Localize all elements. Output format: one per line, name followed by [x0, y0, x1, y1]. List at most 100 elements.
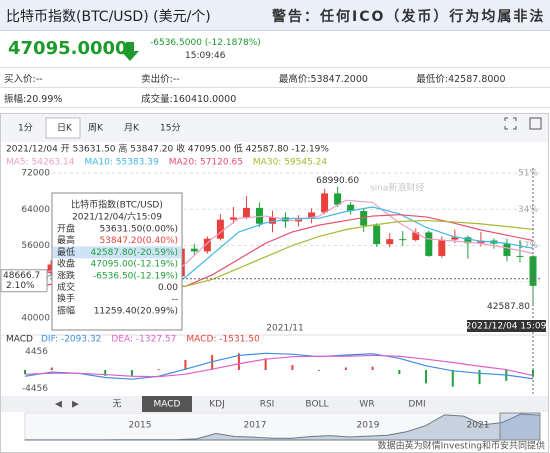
- macd-tick-label: 4456: [25, 347, 48, 357]
- stat: [412, 87, 550, 108]
- chart-panel: 1分 日K 周K 月K 15分 2021/12/04 开 53631.50 高 53847…: [0, 113, 549, 453]
- tooltip-value: --: [172, 295, 179, 305]
- macd-legend: DIF: -2093.32: [41, 335, 101, 345]
- tooltip-key: 振幅: [57, 304, 75, 316]
- indicator-tab[interactable]: 无: [112, 399, 121, 410]
- tooltip-key: 换手: [57, 293, 75, 305]
- indicator-tab[interactable]: KDJ: [209, 400, 225, 410]
- candle-body: [255, 207, 263, 224]
- prev[interactable]: ◀: [55, 400, 62, 410]
- tooltip-value: 42587.80(-20.59%): [90, 248, 178, 258]
- candle-body: [268, 217, 276, 224]
- tooltip-value: 53847.20(0.40%): [99, 236, 178, 246]
- candle-body: [516, 255, 524, 257]
- tab-strip: [1, 114, 548, 142]
- macd-legend: MACD: -1531.50: [186, 335, 260, 345]
- tooltip-key: 收盘: [57, 258, 75, 270]
- candle-body: [334, 193, 342, 205]
- y2-tick-label: 17%: [518, 241, 538, 251]
- candle-body: [229, 217, 237, 220]
- navigator-window[interactable]: [499, 412, 541, 441]
- x-tick-label: 2021/11: [266, 324, 303, 334]
- cursor-price: 48666.7: [3, 271, 40, 281]
- tooltip-key: 最高: [57, 234, 75, 246]
- candle-body: [425, 232, 433, 256]
- candle-body: [321, 193, 329, 213]
- tooltip-highlight: [53, 246, 181, 259]
- macd-legend: DEA: -1327.57: [111, 335, 176, 345]
- tooltip-value: 11259.40(20.99%): [94, 306, 178, 316]
- tooltip-key: 开盘: [57, 223, 75, 235]
- stat: 买入价:--: [0, 67, 138, 88]
- candle-body: [503, 243, 511, 256]
- tooltip-key: 最低: [57, 246, 75, 258]
- indicator-tab[interactable]: RSI: [260, 400, 275, 410]
- annotation: 68990.60: [316, 176, 359, 186]
- candle-body: [360, 211, 368, 226]
- legend-entry: MA5: 54263.14: [6, 158, 75, 168]
- icon[interactable]: [504, 117, 517, 130]
- macd-tick-label: -4456: [22, 384, 48, 394]
- candle-body: [464, 237, 472, 244]
- watermark: sina新浪财经: [370, 182, 424, 194]
- indicator-tab[interactable]: DMI: [408, 400, 425, 410]
- stat: 成交量:160410.0000: [137, 87, 275, 108]
- navigator-area: [24, 413, 541, 441]
- year-label: 2021: [467, 421, 490, 431]
- candle-body: [47, 264, 55, 274]
- info: 2021/12/04 开 53631.50 高 53847.20 收 47095…: [6, 143, 329, 155]
- legend-entry: MA10: 55383.39: [84, 158, 158, 168]
- macd-line: [24, 354, 534, 378]
- macd-line: [24, 352, 534, 380]
- indicator-tab[interactable]: BOLL: [305, 400, 328, 410]
- indicator-tab[interactable]: MACD: [154, 400, 181, 410]
- year-label: 2017: [244, 421, 267, 431]
- tab[interactable]: 周K: [88, 123, 104, 134]
- tooltip-title: 比特币指数(BTC/USD): [71, 199, 163, 211]
- price: 47095.0000: [8, 38, 128, 59]
- candle-body: [477, 240, 485, 244]
- y-tick-label: 72000: [21, 169, 50, 179]
- candle-body: [386, 239, 394, 245]
- next[interactable]: ▶: [72, 400, 79, 410]
- candle-body: [242, 207, 250, 218]
- change: -6536.5000 (-12.1878%): [150, 38, 261, 48]
- tooltip-value: -6536.50(-12.19%): [93, 271, 178, 281]
- candle-body: [438, 239, 446, 256]
- y-tick-label: 40000: [21, 314, 50, 324]
- y2-tick-label: 51%: [518, 169, 538, 179]
- candle-body: [347, 204, 355, 212]
- y-tick-label: 64000: [21, 205, 50, 215]
- indicator-strip: [1, 396, 548, 412]
- candle-body: [216, 219, 224, 239]
- tab[interactable]: 15分: [160, 123, 180, 134]
- candle-body: [412, 232, 420, 241]
- stat: 最高价:53847.2000: [274, 67, 413, 88]
- tooltip-value: 47095.00(-12.19%): [90, 260, 178, 270]
- candle-body: [529, 256, 537, 286]
- candle-body: [190, 248, 198, 252]
- icon[interactable]: [529, 117, 542, 130]
- y2-tick-label: 34%: [518, 205, 538, 215]
- tooltip: [51, 192, 183, 331]
- tooltip-value: 53631.50(0.00%): [99, 225, 178, 235]
- time-box: [467, 320, 546, 332]
- indicator-tab[interactable]: WR: [359, 400, 374, 410]
- tooltip-key: 成交: [57, 281, 75, 293]
- y-tick-label: 56000: [21, 241, 50, 251]
- annotation: 42587.80: [487, 302, 530, 312]
- stats: 买入价:-- 卖出价:-- 最高价:53847.2000 最低价:42587.8000…: [0, 67, 550, 108]
- time: 15:09:46: [185, 51, 226, 61]
- footer: 数据由英为财情Investing和币安共同提供: [378, 440, 545, 452]
- stat: 振幅:20.99%: [0, 87, 138, 108]
- tab[interactable]: 1分: [18, 123, 33, 134]
- stat: 最低价:42587.8000: [412, 67, 550, 88]
- cursor-box: [0, 269, 48, 293]
- tab-active: [45, 117, 81, 139]
- tab[interactable]: 日K: [57, 123, 73, 134]
- tab[interactable]: 月K: [124, 123, 140, 134]
- tooltip-value: 0.00: [158, 283, 178, 293]
- cursor-time: 2021/12/04 15:09: [466, 322, 547, 332]
- candle-body: [451, 237, 459, 240]
